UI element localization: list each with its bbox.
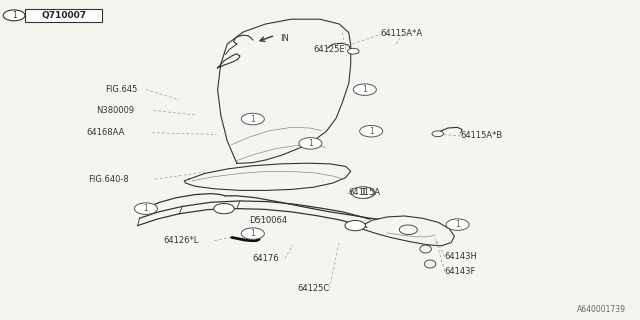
Text: 1: 1: [362, 85, 367, 94]
Circle shape: [241, 228, 264, 239]
Text: 64115A*A: 64115A*A: [381, 29, 423, 38]
Text: D510064: D510064: [250, 216, 288, 225]
Text: 1: 1: [455, 220, 460, 229]
Text: 64143H: 64143H: [445, 252, 477, 261]
Text: 64125C: 64125C: [298, 284, 330, 293]
Text: 1: 1: [12, 11, 17, 20]
Circle shape: [134, 203, 157, 214]
Circle shape: [214, 204, 234, 214]
Text: 1: 1: [369, 127, 374, 136]
Circle shape: [3, 10, 25, 21]
Text: FIG.645: FIG.645: [106, 85, 138, 94]
Circle shape: [446, 219, 469, 230]
Circle shape: [351, 187, 374, 198]
Text: 1: 1: [250, 115, 255, 124]
Text: 1: 1: [308, 139, 313, 148]
Text: 64126*L: 64126*L: [163, 236, 198, 245]
Text: 64125E: 64125E: [314, 45, 345, 54]
Circle shape: [432, 131, 444, 137]
Text: 1: 1: [360, 188, 365, 197]
Text: 64168AA: 64168AA: [86, 128, 125, 137]
FancyBboxPatch shape: [25, 9, 102, 22]
Text: N380009: N380009: [96, 106, 134, 115]
Circle shape: [352, 187, 375, 198]
Circle shape: [136, 204, 156, 214]
Text: 64176: 64176: [253, 254, 280, 263]
Circle shape: [353, 84, 376, 95]
Circle shape: [345, 220, 365, 231]
Text: 1: 1: [143, 204, 148, 213]
Text: A640001739: A640001739: [577, 305, 626, 314]
Text: Q710007: Q710007: [42, 11, 86, 20]
Circle shape: [299, 138, 322, 149]
Text: FIG.640-8: FIG.640-8: [88, 175, 129, 184]
Text: 1: 1: [361, 188, 366, 197]
Text: IN: IN: [280, 34, 289, 43]
Text: 64143F: 64143F: [445, 267, 476, 276]
Circle shape: [360, 125, 383, 137]
Text: 64115A: 64115A: [349, 188, 381, 197]
Text: 1: 1: [250, 229, 255, 238]
Text: 64115A*B: 64115A*B: [461, 132, 503, 140]
Circle shape: [348, 48, 359, 54]
Circle shape: [241, 113, 264, 125]
